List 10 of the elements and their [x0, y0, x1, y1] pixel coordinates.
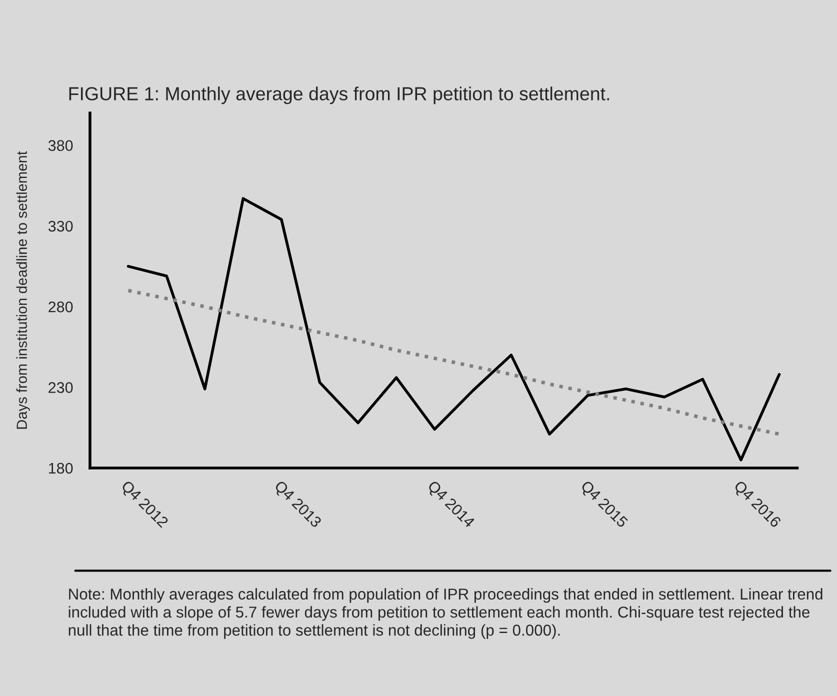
line-series — [126, 197, 781, 462]
text: Note: Monthly averages calculated from population of IPR proceedings that ended in settlement. Linear trend included with a slope of 5.7 fewer days from petition to settlement each month. Chi-square test rejected the null that the time from petition to settlement is not declining (p = 0.000). — [68, 588, 822, 639]
y-tick-label: 380 — [48, 140, 73, 151]
y-tick-label: 330 — [48, 220, 73, 232]
y-axis-title: Days from institution deadline to settlement — [16, 151, 30, 429]
y-tick-label: 180 — [48, 462, 73, 474]
y-tick-label: 280 — [48, 302, 73, 312]
y-tick-label: 230 — [48, 382, 73, 394]
chart-title: FIGURE 1: Monthly average days from IPR petition to settlement. — [69, 86, 610, 104]
line-series — [126, 288, 781, 436]
